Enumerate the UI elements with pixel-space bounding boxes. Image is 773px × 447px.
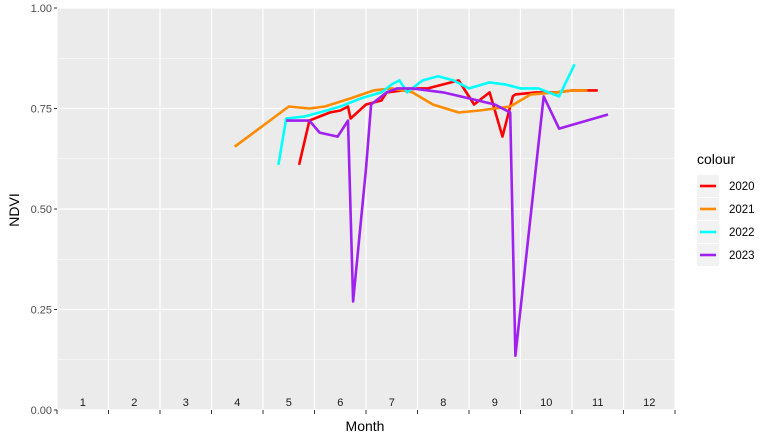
legend-label: 2022 [729, 227, 755, 239]
y-axis-title: NDVI [6, 193, 22, 226]
y-tick-label: 0.00 [31, 405, 52, 417]
legend-title: colour [697, 151, 735, 167]
y-tick-label: 0.75 [31, 104, 52, 116]
series-lines [233, 63, 609, 358]
x-tick-label: 4 [234, 397, 240, 409]
series-line-2020 [297, 79, 598, 166]
legend: colour 2020 2021 2022 2023 [697, 151, 755, 266]
x-tick-label: 9 [492, 397, 498, 409]
series-line-2021 [233, 87, 588, 148]
x-tick-label: 8 [440, 397, 446, 409]
x-axis-title: Month [346, 418, 385, 434]
x-tick-label: 5 [286, 397, 292, 409]
legend-label: 2020 [729, 181, 755, 193]
x-tick-label: 7 [389, 397, 395, 409]
y-tick-label: 1.00 [31, 3, 52, 15]
x-tick-label: 3 [183, 397, 189, 409]
x-tick-label: 6 [337, 397, 343, 409]
x-tick-label: 1 [80, 397, 86, 409]
x-tick-labels: 1 2 3 4 5 6 7 8 9 10 11 12 [80, 397, 656, 409]
x-tick-label: 11 [592, 397, 603, 409]
x-tick-label: 12 [643, 397, 655, 409]
legend-label: 2021 [729, 204, 755, 216]
x-tick-label: 2 [131, 397, 137, 409]
axes: 0.00 0.25 0.50 0.75 1.00 [31, 3, 676, 417]
y-tick-label: 0.50 [31, 204, 52, 216]
series-line-2022 [277, 63, 576, 166]
series-line-2023 [286, 87, 609, 358]
x-tick-label: 10 [540, 397, 552, 409]
y-tick-label: 0.25 [31, 305, 52, 317]
legend-label: 2023 [729, 250, 755, 262]
